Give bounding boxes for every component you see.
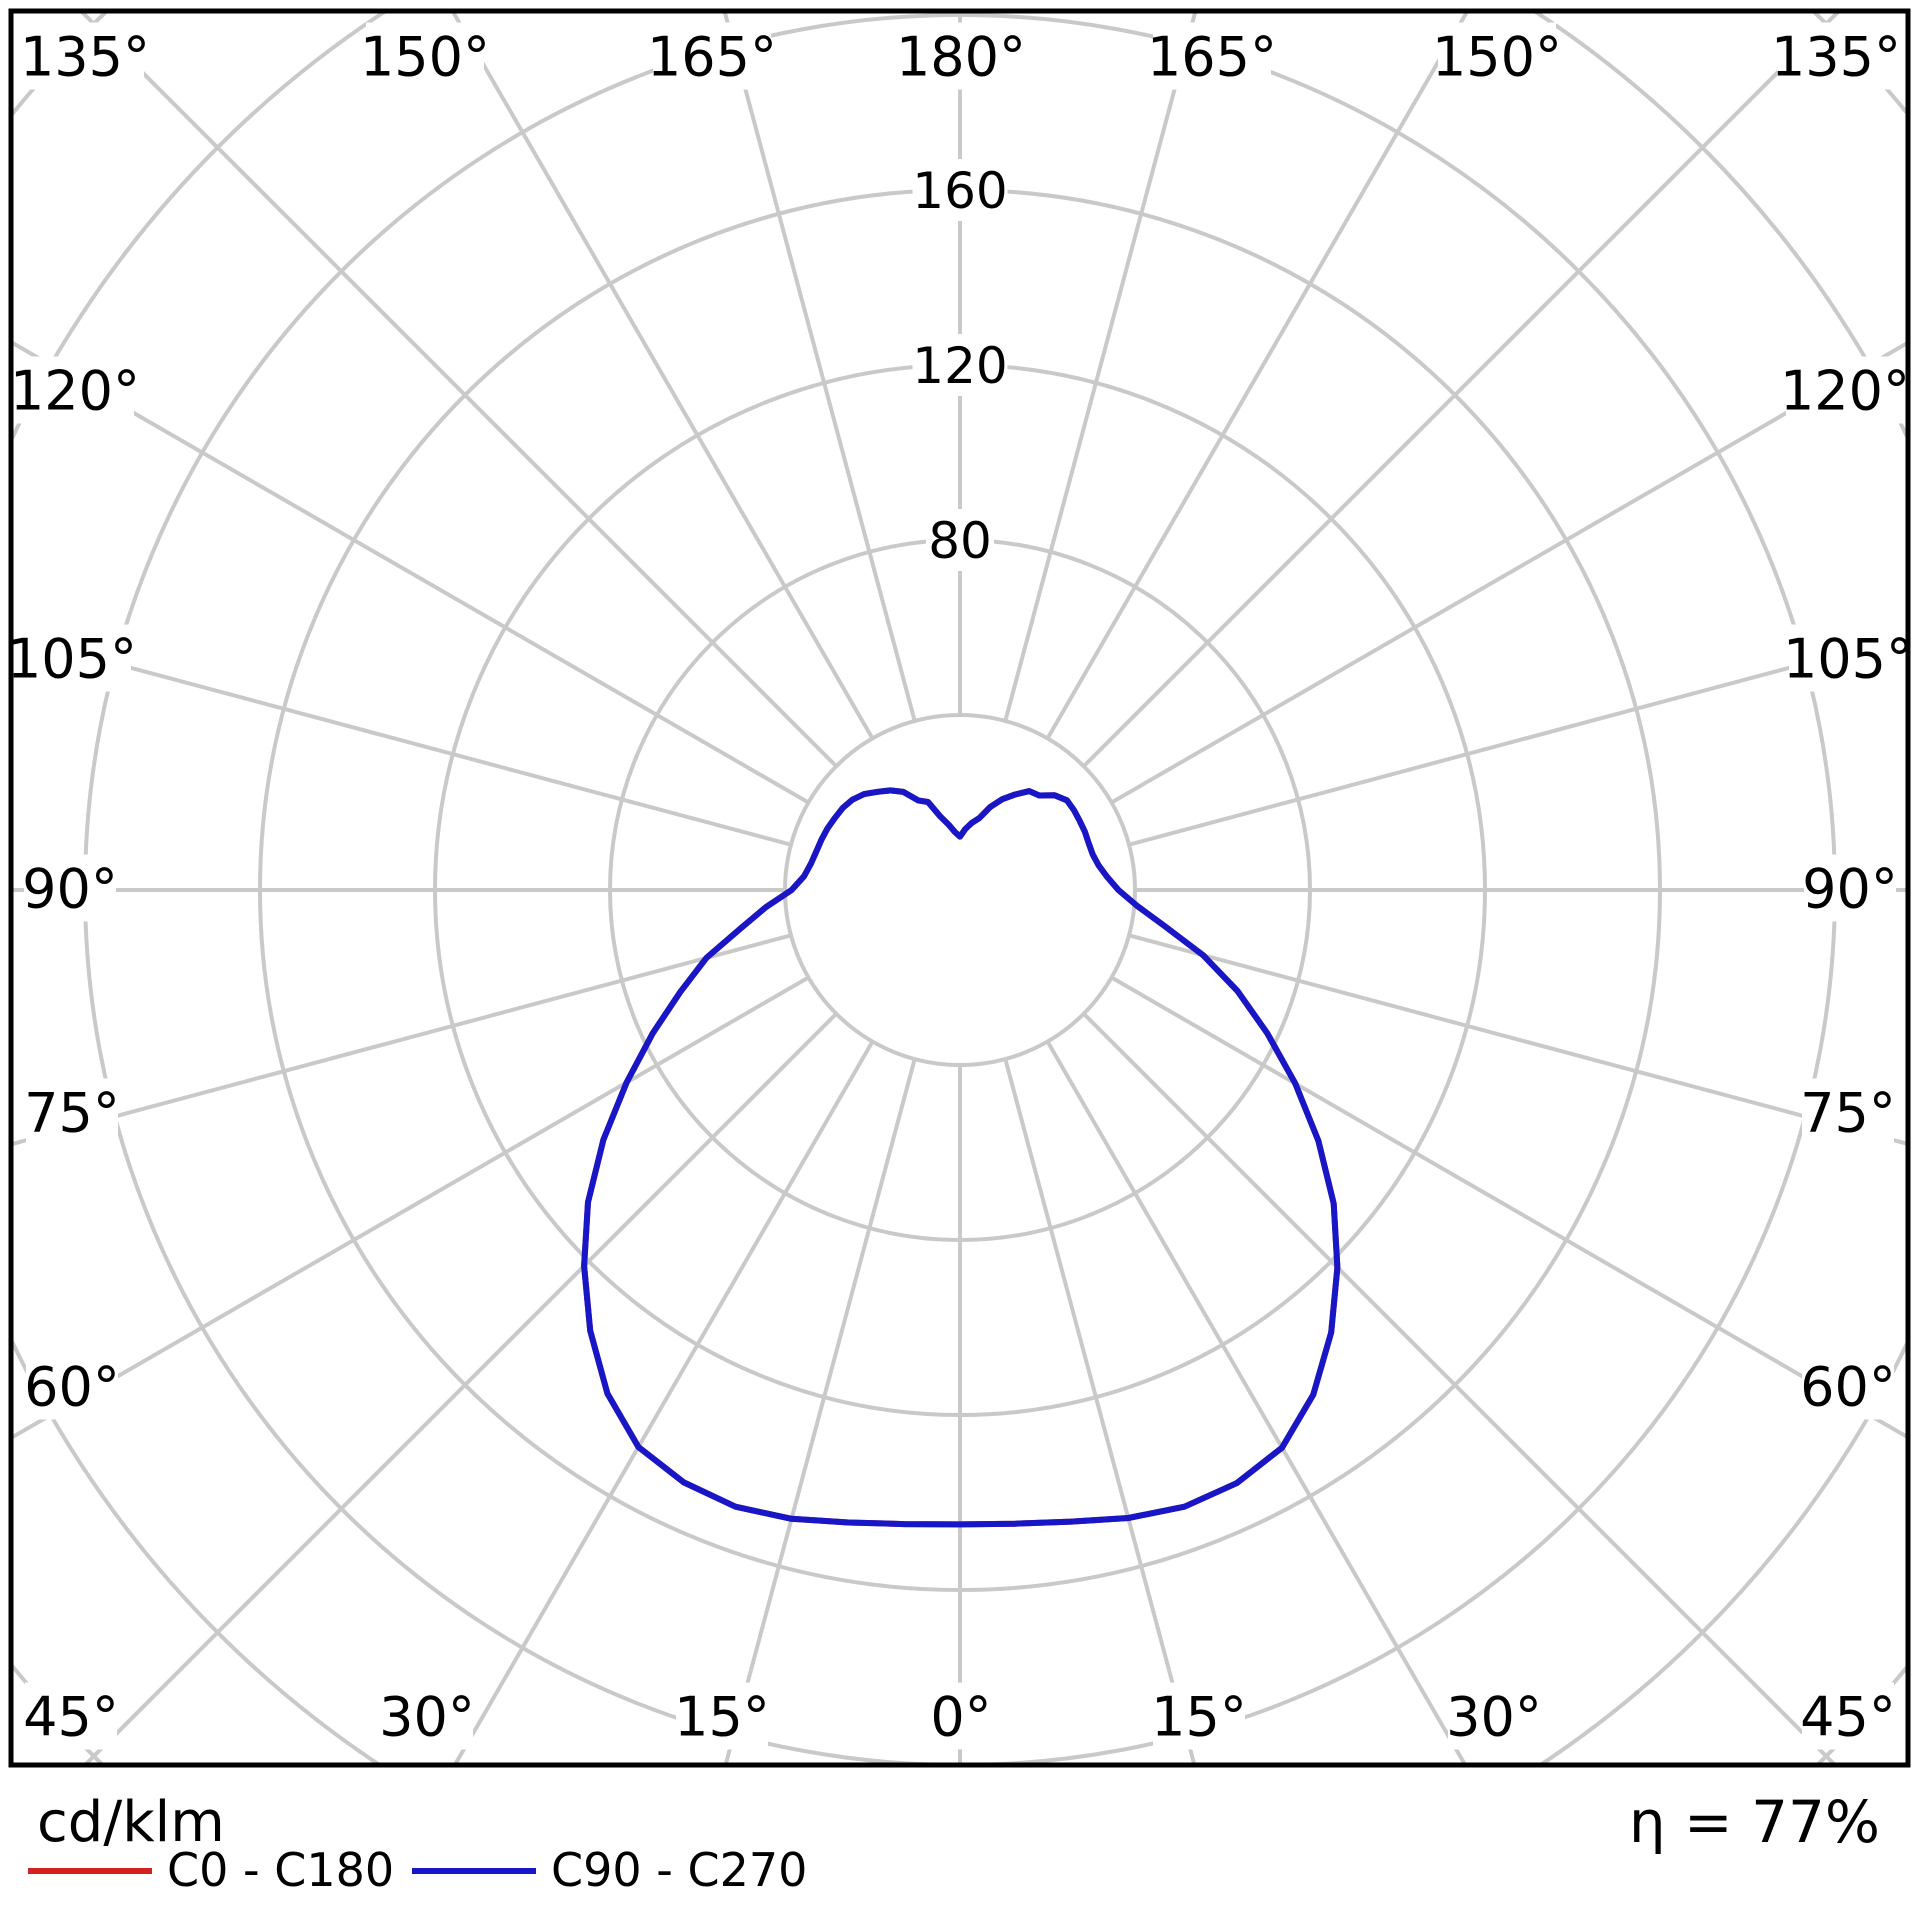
axis-tick-label: 120° [1780, 359, 1910, 422]
c90-c270-line-swatch-icon [412, 1868, 536, 1874]
axis-tick-label: 120° [10, 359, 140, 422]
axis-tick-label: 135° [20, 25, 150, 88]
grid-circle-40 [783, 713, 1137, 1067]
axis-tick-label: 30° [1446, 1685, 1542, 1748]
axis-tick-label: 105° [7, 627, 137, 690]
axis-tick-label: 150° [1432, 25, 1562, 88]
plot-border [8, 8, 1911, 1768]
efficiency-label: η = 77% [1628, 1788, 1880, 1856]
legend: C0 - C180 C90 - C270 [0, 1840, 1920, 1910]
grid-ray-75 [11, 933, 792, 1147]
grid-ray-105 [11, 633, 792, 847]
c0-c180-line-swatch-icon [28, 1868, 152, 1874]
grid-ray-60 [1110, 975, 1908, 1440]
axis-tick-label: 60° [24, 1355, 120, 1418]
grid-ray-75 [1128, 933, 1908, 1147]
axis-tick-label: 135° [1771, 25, 1901, 88]
grid-ray-135 [1082, 11, 1842, 768]
axis-tick-label: 60° [1800, 1355, 1896, 1418]
grid-ray-30 [1045, 1040, 1468, 1765]
axis-tick-label: 120 [912, 337, 1007, 395]
legend-label-c0-c180: C0 - C180 [167, 1843, 395, 1897]
grid-ray-45 [1082, 1012, 1838, 1765]
grid-ray-120 [1110, 340, 1908, 805]
axis-tick-label: 45° [23, 1685, 119, 1748]
axis-tick-label: 0° [930, 1685, 991, 1748]
axis-tick-label: 90° [1802, 857, 1898, 920]
axis-tick-label: 80 [928, 512, 992, 570]
grid-ray-165 [1003, 11, 1198, 722]
axis-tick-label: 165° [1147, 25, 1277, 88]
unit-label: cd/klm [37, 1790, 225, 1855]
grid-ray-105 [1128, 633, 1908, 847]
grid-ray-15 [1003, 1058, 1197, 1765]
axis-tick-label: 160 [912, 162, 1007, 220]
grid-ray-165 [722, 11, 917, 722]
grid-ray-135 [78, 11, 838, 768]
axis-tick-label: 180° [896, 25, 1026, 88]
axis-tick-label: 30° [379, 1685, 475, 1748]
legend-label-c90-c270: C90 - C270 [551, 1843, 808, 1897]
grid-ray-150 [1045, 11, 1470, 740]
grid-ray-30 [452, 1040, 875, 1765]
axis-tick-label: 75° [24, 1081, 120, 1144]
axis-tick-label: 15° [1151, 1685, 1247, 1748]
grid-ray-60 [11, 975, 810, 1441]
axis-tick-label: 45° [1800, 1685, 1896, 1748]
axis-tick-label: 165° [647, 25, 777, 88]
grid-ray-15 [723, 1058, 917, 1765]
axis-tick-label: 90° [22, 857, 118, 920]
axis-tick-label: 105° [1783, 627, 1913, 690]
grid-ray-45 [82, 1012, 838, 1765]
grid-ray-120 [11, 339, 810, 805]
grid-ray-150 [450, 11, 875, 740]
axis-tick-label: 15° [674, 1685, 770, 1748]
curve-c90-c270 [581, 787, 1341, 1528]
axis-labels: 80 120 160 0° 15° 15° 30° 30° 45° 45° 60° 60° 75° 75°… [7, 22, 1913, 1750]
axis-tick-label: 75° [1800, 1081, 1896, 1144]
axis-tick-label: 150° [360, 25, 490, 88]
